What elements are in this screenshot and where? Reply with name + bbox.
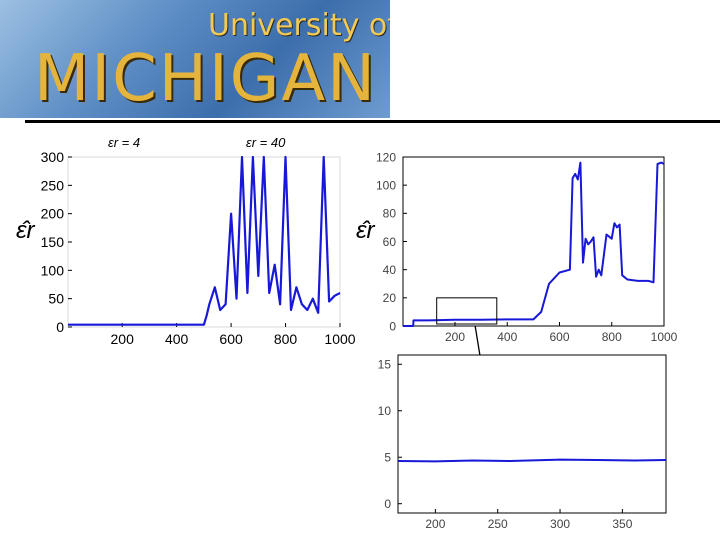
x-tick-label: 200 — [111, 331, 135, 347]
chart-1-series-line — [68, 155, 341, 326]
y-tick-label: 40 — [383, 263, 397, 277]
y-tick-label: 0 — [389, 319, 396, 333]
x-tick-label: 800 — [274, 331, 298, 347]
x-tick-label: 600 — [549, 330, 569, 344]
x-tick-label: 400 — [497, 330, 517, 344]
chart-2-series-line — [403, 161, 665, 327]
x-tick-label: 1000 — [651, 330, 678, 344]
y-tick-label: 20 — [383, 291, 397, 305]
y-tick-label: 150 — [41, 234, 65, 250]
y-tick-label: 80 — [383, 207, 397, 221]
x-tick-label: 200 — [425, 517, 445, 531]
chart-1-plot-area — [67, 156, 341, 328]
y-tick-label: 100 — [376, 178, 396, 192]
y-tick-label: 15 — [378, 358, 392, 372]
chart-3-plot-area — [397, 354, 667, 514]
y-tick-label: 120 — [376, 150, 396, 164]
x-tick-label: 200 — [445, 330, 465, 344]
y-tick-label: 300 — [41, 149, 65, 165]
y-tick-label: 0 — [384, 497, 391, 511]
university-logo-banner: University of MICHIGAN — [0, 0, 390, 118]
y-tick-label: 5 — [384, 451, 391, 465]
x-tick-label: 300 — [550, 517, 570, 531]
chart-1: 200 400 600 800 1000 0 50 100 150 200 250 300 — [41, 149, 356, 347]
x-tick-label: 600 — [219, 331, 243, 347]
annotation-er40: εr = 40 — [246, 135, 286, 150]
y-tick-label: 250 — [41, 177, 65, 193]
annotation-er4: εr = 4 — [108, 135, 140, 150]
logo-text-michigan: MICHIGAN — [34, 42, 378, 116]
x-tick-label: 250 — [488, 517, 508, 531]
y-tick-label: 10 — [378, 404, 392, 418]
y-tick-label: 0 — [56, 319, 64, 335]
x-tick-label: 1000 — [324, 331, 355, 347]
chart-3-series-line — [397, 458, 667, 463]
x-tick-label: 350 — [612, 517, 632, 531]
chart2-ylabel: ε̂r — [356, 217, 376, 244]
chart-3: 200 250 300 350 0 5 10 15 — [378, 354, 667, 531]
y-tick-label: 100 — [41, 262, 65, 278]
chart1-ylabel: ε̂r — [16, 217, 36, 244]
x-tick-label: 800 — [602, 330, 622, 344]
y-tick-label: 60 — [383, 235, 397, 249]
zoom-region-box — [436, 297, 498, 325]
x-tick-label: 400 — [165, 331, 189, 347]
header-rule — [25, 120, 720, 123]
logo-text-university-of: University of — [208, 8, 390, 43]
y-tick-label: 200 — [41, 206, 65, 222]
y-tick-label: 50 — [48, 291, 64, 307]
chart-2-plot-area — [402, 156, 665, 327]
chart-2: 200 400 600 800 1000 0 20 40 60 80 100 120 — [376, 150, 678, 344]
